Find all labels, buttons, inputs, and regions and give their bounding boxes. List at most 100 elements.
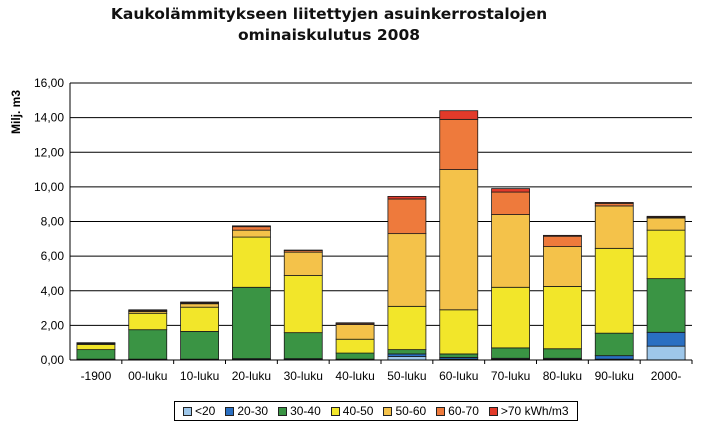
bar-segment xyxy=(232,226,271,231)
bars xyxy=(76,110,686,361)
bar-segment xyxy=(335,338,375,354)
legend-item: 20-30 xyxy=(225,404,268,418)
axes: 0,00 2,00 4,00 6,00 8,00 10,00 12,00 14,00 16,00… xyxy=(34,76,693,383)
bar-segment xyxy=(387,356,427,361)
chart-title: Kaukolämmitykseen liitettyjen asuinkerro… xyxy=(0,4,680,46)
bar-segment xyxy=(232,236,271,288)
bar-segment xyxy=(646,217,686,231)
bar-segment xyxy=(335,322,375,324)
x-tick-label: 50-luku xyxy=(387,369,426,383)
bar-segment xyxy=(387,195,427,200)
bar-segment xyxy=(439,309,479,355)
bar-segment xyxy=(180,306,219,332)
bar-segment xyxy=(180,303,219,308)
bar-segment xyxy=(646,215,686,218)
x-tick-label: 90-luku xyxy=(595,369,634,383)
bar-segment xyxy=(283,251,323,276)
legend-swatch xyxy=(278,406,288,416)
x-tick-label: 00-luku xyxy=(128,369,167,383)
bar-segment xyxy=(180,301,219,304)
x-tick-label: 30-luku xyxy=(284,369,323,383)
bar-segment xyxy=(491,188,530,193)
bar-segment xyxy=(335,324,375,340)
bar-segment xyxy=(594,205,634,249)
legend-label: 50-60 xyxy=(395,404,427,418)
legend-label: >70 kWh/m3 xyxy=(500,404,569,418)
bar-segment xyxy=(439,110,479,120)
y-tick-label: 12,00 xyxy=(34,145,64,159)
bar-segment xyxy=(543,234,582,237)
legend-label: 40-50 xyxy=(342,404,374,418)
x-tick-label: 70-luku xyxy=(491,369,530,383)
bar-segment xyxy=(128,309,168,312)
chart-title-line-1: Kaukolämmitykseen liitettyjen asuinkerro… xyxy=(110,5,548,23)
legend-item: 60-70 xyxy=(436,404,479,418)
bar-segment xyxy=(646,278,686,333)
bar-segment xyxy=(491,286,530,349)
bar-segment xyxy=(543,246,582,287)
bar-segment xyxy=(594,202,634,204)
y-tick-label: 4,00 xyxy=(41,284,65,298)
bar-segment xyxy=(387,305,427,351)
y-tick-label: 16,00 xyxy=(34,76,64,90)
bar-segment xyxy=(646,229,686,280)
bar-segment xyxy=(594,332,634,357)
y-tick-label: 10,00 xyxy=(34,180,64,194)
bar-segment xyxy=(387,198,427,235)
bar-segment xyxy=(491,191,530,215)
y-tick-label: 2,00 xyxy=(41,318,65,332)
y-tick-label: 14,00 xyxy=(34,111,64,125)
bar-segment xyxy=(646,345,686,361)
legend-item: 30-40 xyxy=(278,404,321,418)
legend-swatch xyxy=(183,406,192,416)
x-tick-label: 80-luku xyxy=(543,369,582,383)
x-tick-label: 10-luku xyxy=(180,369,219,383)
legend-item: <20 xyxy=(183,404,215,418)
bar-segment xyxy=(232,225,271,228)
legend-swatch xyxy=(330,406,340,416)
legend-label: 60-70 xyxy=(448,404,479,418)
bar-segment xyxy=(646,331,686,347)
bar-segment xyxy=(439,353,479,358)
bar-segment xyxy=(439,169,479,311)
legend-swatch xyxy=(436,406,446,416)
bar-segment xyxy=(283,332,323,360)
legend-item: 50-60 xyxy=(383,404,426,418)
x-tick-label: 20-luku xyxy=(232,369,271,383)
bar-segment xyxy=(543,235,582,248)
legend-label: 20-30 xyxy=(237,404,269,418)
y-tick-label: 0,00 xyxy=(41,353,65,367)
bar-segment xyxy=(335,352,375,360)
bar-segment xyxy=(543,348,582,359)
bar-segment xyxy=(491,347,530,359)
x-tick-label: 40-luku xyxy=(335,369,374,383)
legend-item: >70 kWh/m3 xyxy=(488,404,569,418)
y-tick-label: 8,00 xyxy=(41,215,65,229)
bar-segment xyxy=(76,349,116,360)
bar-segment xyxy=(543,286,582,350)
x-tick-label: 60-luku xyxy=(439,369,478,383)
x-tick-label: 2000- xyxy=(651,369,682,383)
bar-segment xyxy=(283,275,323,334)
bar-segment xyxy=(439,118,479,170)
bar-segment xyxy=(180,331,219,360)
chart-title-line-2: ominaiskulutus 2008 xyxy=(237,26,421,44)
bar-segment xyxy=(387,233,427,307)
bar-segment xyxy=(128,329,168,360)
bar-segment xyxy=(232,229,271,238)
legend-swatch xyxy=(488,406,498,416)
bar-segment xyxy=(387,349,427,355)
legend-swatch xyxy=(383,406,393,416)
bar-segment xyxy=(232,286,271,360)
bar-segment xyxy=(594,247,634,334)
legend-label: 30-40 xyxy=(290,404,321,418)
bar-segment xyxy=(594,355,634,360)
x-tick-label: -1900 xyxy=(81,369,112,383)
bar-segment xyxy=(76,344,116,351)
y-axis-label: Milj. m3 xyxy=(9,90,23,134)
bar-segment xyxy=(128,312,168,331)
legend-item: 40-50 xyxy=(330,404,374,418)
legend: <20 20-30 30-40 40-50 50-60 60-70 >70 kWh/m3 xyxy=(174,401,578,421)
legend-label: <20 xyxy=(195,404,216,418)
